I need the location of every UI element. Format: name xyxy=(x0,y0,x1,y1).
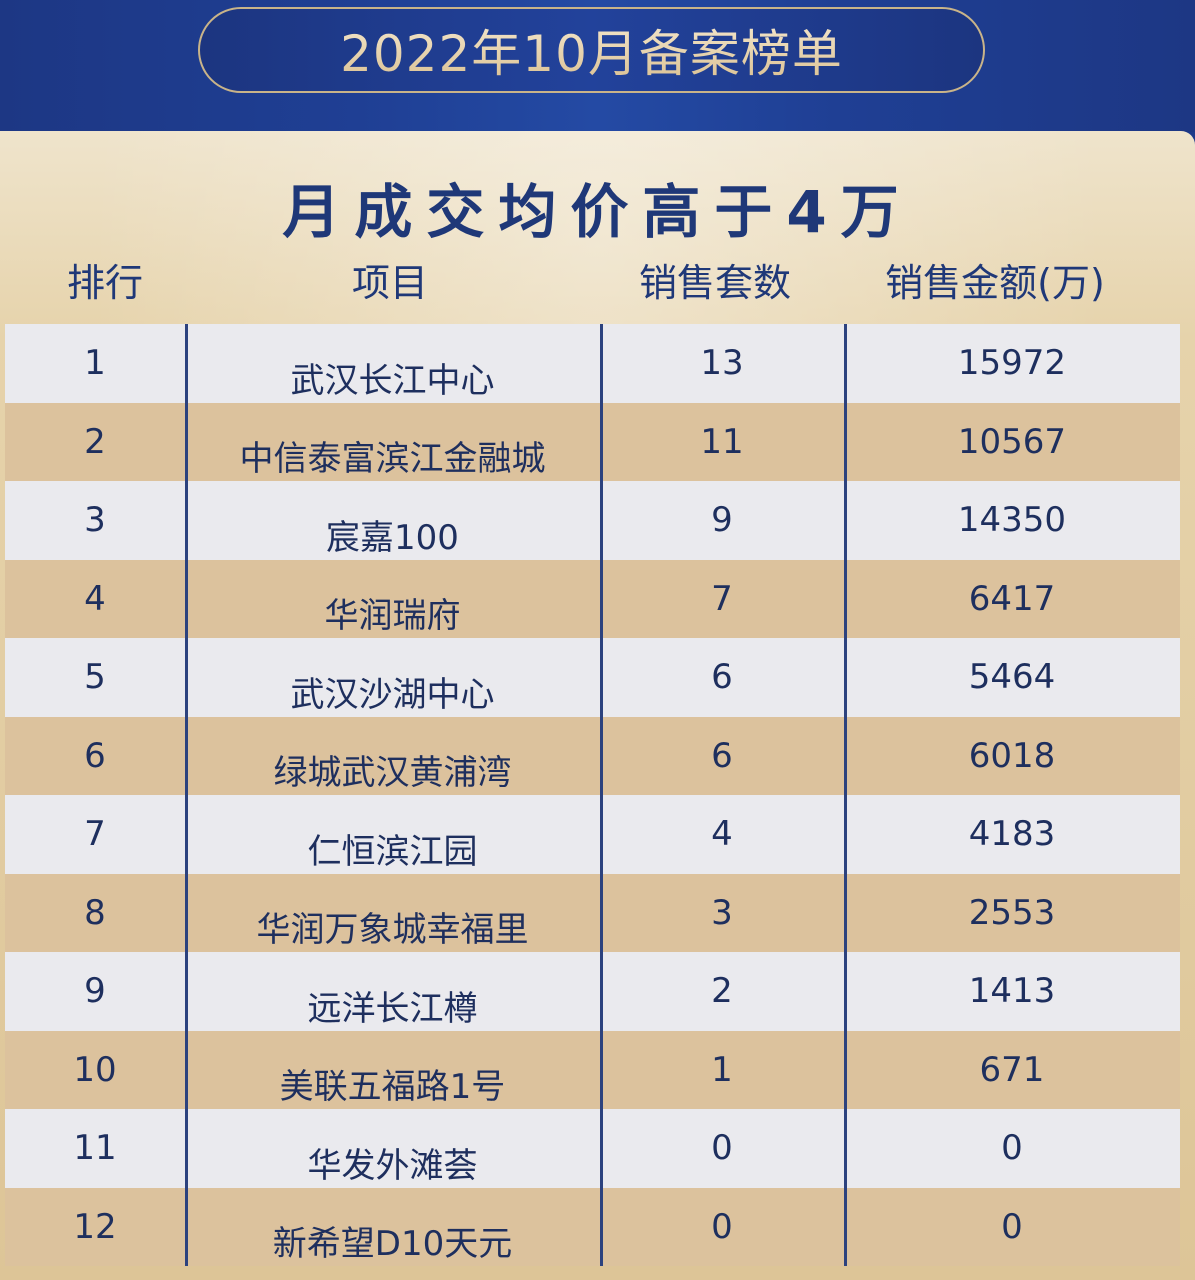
card-subtitle: 月成交均价高于4万 xyxy=(282,178,913,246)
units-cell: 7 xyxy=(711,578,733,619)
column-divider xyxy=(185,324,188,1266)
units-cell: 2 xyxy=(711,971,733,1012)
units-cell: 9 xyxy=(711,500,733,541)
amount-cell: 6018 xyxy=(968,735,1056,776)
table-row: 9 远洋长江樽 2 1413 xyxy=(5,952,1180,1031)
rank-cell: 5 xyxy=(84,657,106,698)
project-name-cell: 中信泰富滨江金融城 xyxy=(239,439,546,480)
units-cell: 4 xyxy=(711,814,733,855)
title-pill: 2022年10月备案榜单 xyxy=(198,7,985,93)
table-row: 7 仁恒滨江园 4 4183 xyxy=(5,795,1180,874)
units-cell: 3 xyxy=(711,892,733,933)
project-name-cell: 新希望D10天元 xyxy=(272,1224,513,1265)
amount-cell: 5464 xyxy=(968,657,1056,698)
column-header-amount: 销售金额(万) xyxy=(885,261,1105,305)
ranking-card: 月成交均价高于4万 排行 项目 销售套数 销售金额(万) 1 武汉长江中心 13 15… xyxy=(0,131,1195,1280)
amount-cell: 1413 xyxy=(968,971,1056,1012)
column-header-project: 项目 xyxy=(351,261,428,305)
table-row: 6 绿城武汉黄浦湾 6 6018 xyxy=(5,716,1180,795)
units-cell: 13 xyxy=(700,343,744,384)
table-row: 10 美联五福路1号 1 671 xyxy=(5,1030,1180,1109)
amount-cell: 6417 xyxy=(968,578,1056,619)
table-row: 8 华润万象城幸福里 3 2553 xyxy=(5,873,1180,952)
page-title: 2022年10月备案榜单 xyxy=(340,14,843,86)
project-name-cell: 绿城武汉黄浦湾 xyxy=(273,753,512,794)
project-name-cell: 远洋长江樽 xyxy=(307,988,478,1029)
rank-cell: 1 xyxy=(84,343,106,384)
project-name-cell: 武汉沙湖中心 xyxy=(290,674,495,715)
table-row: 4 华润瑞府 7 6417 xyxy=(5,559,1180,638)
column-divider xyxy=(600,324,603,1266)
rank-cell: 10 xyxy=(73,1049,117,1090)
rank-cell: 2 xyxy=(84,421,106,462)
amount-cell: 14350 xyxy=(957,500,1067,541)
project-name-cell: 华润瑞府 xyxy=(324,596,461,637)
amount-cell: 671 xyxy=(979,1049,1045,1090)
amount-cell: 2553 xyxy=(968,892,1056,933)
ranking-table: 1 武汉长江中心 13 15972 2 中信泰富滨江金融城 11 10567 3 宸嘉100 9 14… xyxy=(5,324,1180,1266)
column-header-units: 销售套数 xyxy=(638,261,791,305)
rank-cell: 6 xyxy=(84,735,106,776)
project-name-cell: 武汉长江中心 xyxy=(290,360,495,401)
rank-cell: 12 xyxy=(73,1206,117,1247)
table-row: 11 华发外滩荟 0 0 xyxy=(5,1109,1180,1188)
amount-cell: 4183 xyxy=(968,814,1056,855)
project-name-cell: 美联五福路1号 xyxy=(279,1067,506,1108)
project-name-cell: 华发外滩荟 xyxy=(307,1145,478,1186)
rank-cell: 11 xyxy=(73,1128,117,1169)
units-cell: 6 xyxy=(711,657,733,698)
table-row: 3 宸嘉100 9 14350 xyxy=(5,481,1180,560)
amount-cell: 10567 xyxy=(957,421,1067,462)
column-header-rank: 排行 xyxy=(66,261,143,305)
rank-cell: 4 xyxy=(84,578,106,619)
amount-cell: 0 xyxy=(1001,1128,1023,1169)
table-row: 2 中信泰富滨江金融城 11 10567 xyxy=(5,402,1180,481)
table-row: 12 新希望D10天元 0 0 xyxy=(5,1187,1180,1266)
amount-cell: 0 xyxy=(1001,1206,1023,1247)
rank-cell: 8 xyxy=(84,892,106,933)
units-cell: 0 xyxy=(711,1206,733,1247)
units-cell: 0 xyxy=(711,1128,733,1169)
amount-cell: 15972 xyxy=(957,343,1067,384)
rank-cell: 9 xyxy=(84,971,106,1012)
table-row: 1 武汉长江中心 13 15972 xyxy=(5,324,1180,403)
column-divider xyxy=(844,324,847,1266)
rank-cell: 3 xyxy=(84,500,106,541)
table-row: 5 武汉沙湖中心 6 5464 xyxy=(5,638,1180,717)
project-name-cell: 宸嘉100 xyxy=(326,517,459,558)
rank-cell: 7 xyxy=(84,814,106,855)
units-cell: 11 xyxy=(700,421,744,462)
units-cell: 1 xyxy=(711,1049,733,1090)
units-cell: 6 xyxy=(711,735,733,776)
project-name-cell: 华润万象城幸福里 xyxy=(256,910,529,951)
header-banner: 2022年10月备案榜单 xyxy=(0,0,1195,132)
project-name-cell: 仁恒滨江园 xyxy=(307,831,478,872)
